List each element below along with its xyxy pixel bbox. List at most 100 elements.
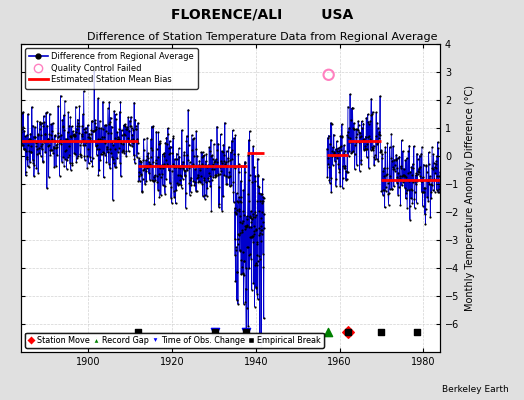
Point (146, 162, 155, 168)
Point (250, 164, 258, 170)
Point (233, 198, 241, 205)
Point (63, 157, 71, 163)
Point (325, 180, 334, 186)
Point (78, 122, 86, 129)
Point (117, 173, 125, 179)
Point (202, 179, 210, 186)
Point (84, 160, 93, 166)
Point (361, 143, 369, 150)
Point (74, 130, 83, 136)
Point (383, 165, 391, 171)
Point (428, 165, 436, 171)
Point (109, 156, 117, 162)
Point (344, 128, 352, 135)
Point (235, 232, 244, 238)
Point (232, 244, 240, 250)
Point (39, 113, 48, 119)
Point (25, 163, 33, 170)
Point (148, 159, 157, 166)
Point (174, 164, 182, 170)
Point (178, 175, 187, 182)
Point (150, 174, 158, 180)
Point (71, 132, 79, 138)
Point (367, 144, 376, 150)
Point (94, 125, 103, 131)
Point (52, 145, 61, 152)
Point (390, 156, 399, 163)
Point (56, 138, 64, 144)
Point (137, 158, 146, 165)
Point (51, 137, 60, 144)
Point (229, 188, 237, 195)
Point (33, 146, 41, 152)
Point (210, 159, 219, 166)
Point (46, 110, 54, 117)
Point (395, 184, 403, 190)
Point (70, 133, 79, 140)
Point (208, 152, 216, 158)
Point (324, 72, 333, 78)
Point (93, 136, 102, 142)
Point (235, 206, 244, 212)
Point (246, 214, 255, 220)
Point (242, 286, 250, 292)
Point (69, 132, 78, 138)
Point (63, 129, 72, 135)
Point (245, 172, 254, 178)
Point (71, 104, 80, 110)
Point (101, 140, 110, 146)
Point (179, 167, 188, 173)
Point (324, 161, 333, 167)
Point (168, 168, 176, 174)
Point (196, 179, 205, 186)
Point (142, 178, 150, 184)
Point (29, 160, 37, 166)
Point (250, 208, 259, 215)
Point (346, 116, 355, 123)
Point (100, 134, 108, 140)
Point (425, 176, 434, 182)
Point (151, 156, 160, 163)
Point (192, 128, 201, 134)
Point (394, 170, 402, 176)
Point (424, 177, 432, 183)
Point (404, 148, 412, 154)
Point (413, 150, 421, 157)
Point (247, 219, 256, 226)
Point (183, 167, 191, 174)
Point (324, 155, 332, 161)
Point (60, 112, 68, 118)
Point (324, 329, 332, 336)
Point (237, 226, 246, 233)
Point (238, 229, 246, 235)
Point (344, 134, 353, 140)
Point (378, 187, 387, 193)
Point (234, 208, 243, 214)
Point (366, 118, 374, 124)
Point (122, 148, 130, 154)
Point (58, 159, 66, 165)
Point (411, 189, 419, 196)
Point (258, 208, 267, 215)
Point (241, 158, 249, 165)
Point (107, 150, 115, 157)
Point (427, 189, 435, 196)
Point (229, 179, 237, 186)
Point (206, 183, 214, 190)
Point (409, 178, 418, 185)
Point (94, 171, 103, 178)
Point (38, 141, 47, 147)
Point (190, 182, 199, 188)
Point (226, 157, 235, 163)
Point (423, 178, 432, 184)
Point (37, 143, 45, 150)
Point (148, 147, 157, 153)
Point (138, 188, 146, 195)
Point (23, 132, 31, 138)
Point (234, 169, 243, 176)
Point (89, 128, 97, 134)
Point (119, 122, 128, 128)
Point (116, 98, 125, 105)
Point (331, 152, 340, 159)
Point (368, 146, 376, 152)
